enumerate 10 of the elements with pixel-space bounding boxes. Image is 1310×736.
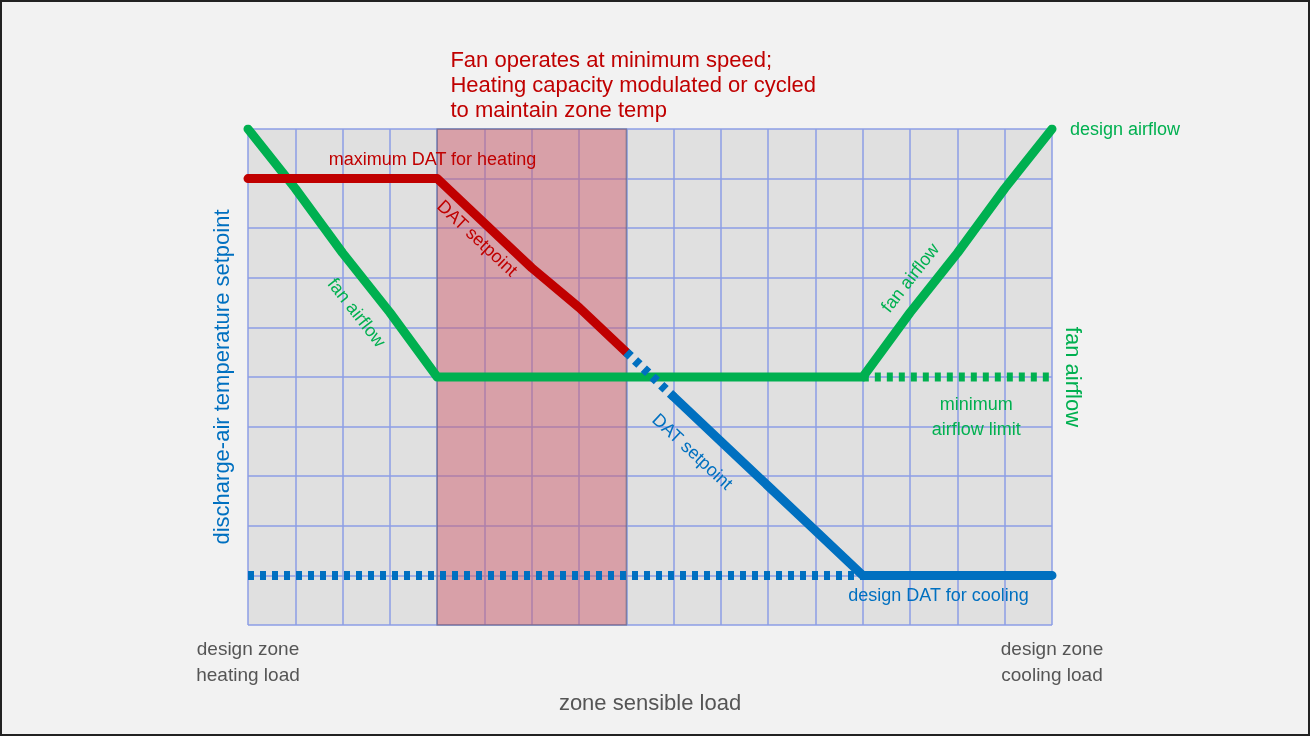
annotation: minimum airflow limit	[931, 394, 1021, 440]
x-axis-title: zone sensible load	[558, 690, 742, 716]
annotation: design DAT for cooling	[848, 585, 1029, 606]
text: design airflow	[1070, 119, 1182, 139]
y-axis-title: discharge-air temperature setpoint	[208, 209, 234, 545]
annotation: maximum DAT for heating	[328, 148, 537, 169]
y2-axis-title: fan airflow	[1060, 326, 1086, 428]
text: Fan operates at minimum speed; Heating capacity modulated or cycled to maintain zone temp	[450, 46, 817, 122]
x-tick-label: design zone heating load	[196, 637, 300, 685]
x-tick-label: design zone cooling load	[1000, 637, 1104, 685]
